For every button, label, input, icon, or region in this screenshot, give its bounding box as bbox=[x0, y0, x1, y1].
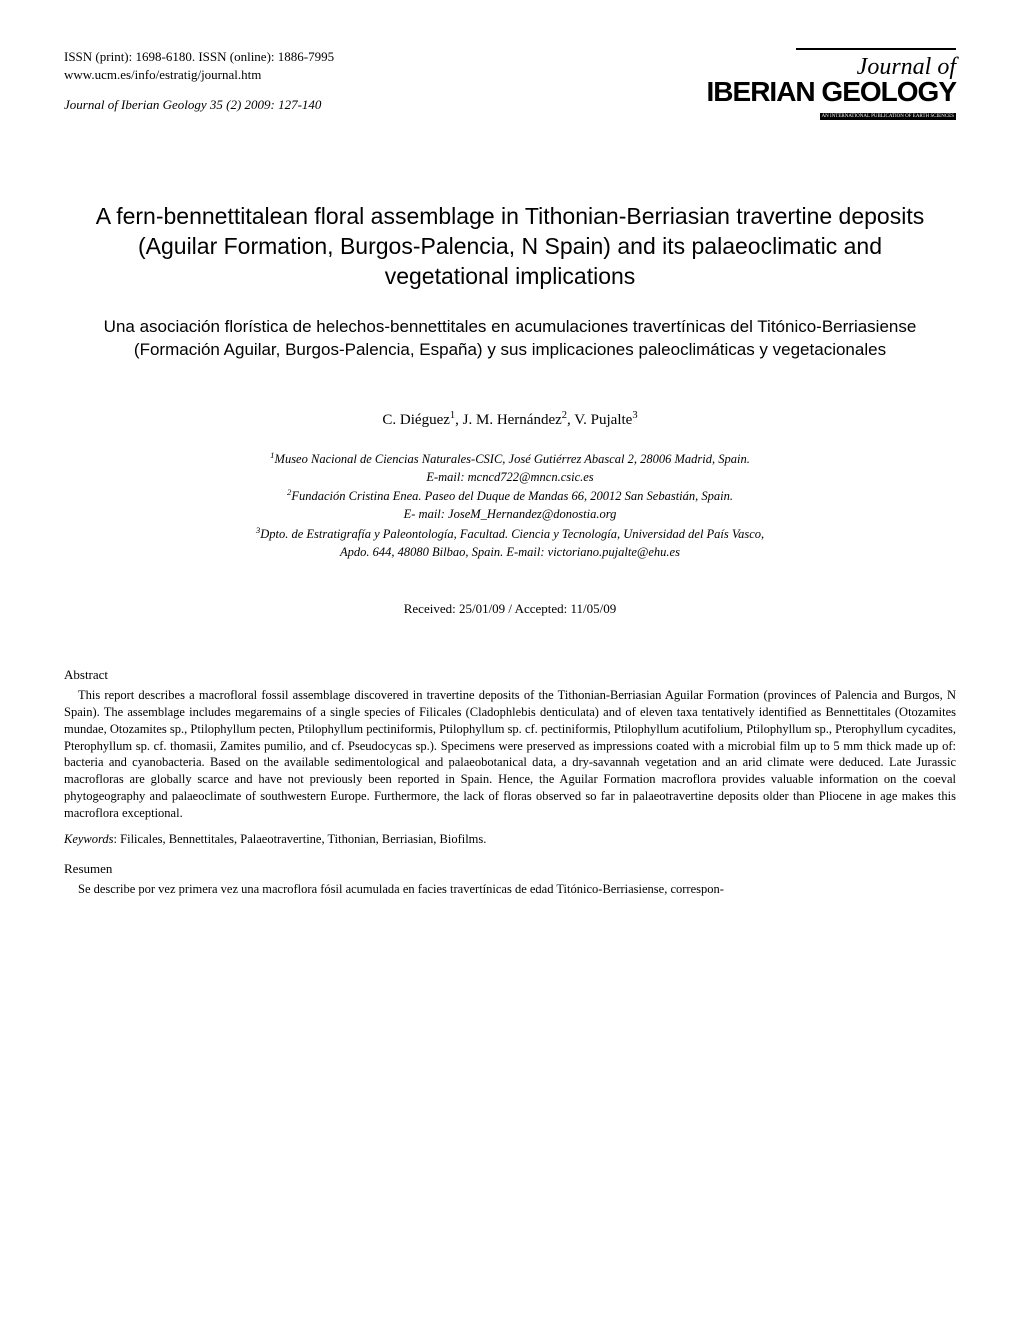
keywords-text: : Filicales, Bennettitales, Palaeotraver… bbox=[114, 832, 487, 846]
journal-url: www.ucm.es/info/estratig/journal.htm bbox=[64, 66, 334, 84]
affiliation-2: Fundación Cristina Enea. Paseo del Duque… bbox=[291, 489, 733, 503]
affiliation-3: Dpto. de Estratigrafía y Paleontología, … bbox=[260, 527, 764, 541]
issn-line: ISSN (print): 1698-6180. ISSN (online): … bbox=[64, 48, 334, 66]
author-1: C. Diéguez bbox=[382, 412, 449, 428]
article-subtitle: Una asociación florística de helechos-be… bbox=[94, 316, 926, 362]
journal-tagline: AN INTERNATIONAL PUBLICATION OF EARTH SC… bbox=[820, 113, 956, 120]
journal-name-logo: Iberian Geology bbox=[707, 79, 956, 104]
authors-line: C. Diéguez1, J. M. Hernández2, V. Pujalt… bbox=[64, 410, 956, 429]
affiliations-block: 1Museo Nacional de Ciencias Naturales-CS… bbox=[64, 449, 956, 561]
header-rule bbox=[796, 48, 956, 50]
resumen-heading: Resumen bbox=[64, 861, 956, 877]
resumen-body: Se describe por vez primera vez una macr… bbox=[64, 881, 956, 898]
keywords-label: Keywords bbox=[64, 832, 114, 846]
affiliation-3b: Apdo. 644, 48080 Bilbao, Spain. E-mail: … bbox=[340, 545, 680, 559]
abstract-heading: Abstract bbox=[64, 667, 956, 683]
affiliation-1: Museo Nacional de Ciencias Naturales-CSI… bbox=[275, 452, 750, 466]
received-dates: Received: 25/01/09 / Accepted: 11/05/09 bbox=[64, 601, 956, 617]
page-header: ISSN (print): 1698-6180. ISSN (online): … bbox=[64, 48, 956, 122]
keywords-line: Keywords: Filicales, Bennettitales, Pala… bbox=[64, 832, 956, 847]
abstract-body: This report describes a macrofloral foss… bbox=[64, 687, 956, 822]
email-1: E-mail: mcncd722@mncn.csic.es bbox=[426, 470, 593, 484]
author-3-sup: 3 bbox=[632, 410, 637, 421]
email-2: E- mail: JoseM_Hernandez@donostia.org bbox=[404, 507, 617, 521]
author-2: , J. M. Hernández bbox=[455, 412, 562, 428]
header-left: ISSN (print): 1698-6180. ISSN (online): … bbox=[64, 48, 334, 115]
article-title: A fern-bennettitalean floral assemblage … bbox=[94, 202, 926, 292]
journal-citation: Journal of Iberian Geology 35 (2) 2009: … bbox=[64, 96, 334, 114]
header-right: Journal of Iberian Geology AN INTERNATIO… bbox=[707, 48, 956, 122]
author-3: , V. Pujalte bbox=[567, 412, 632, 428]
